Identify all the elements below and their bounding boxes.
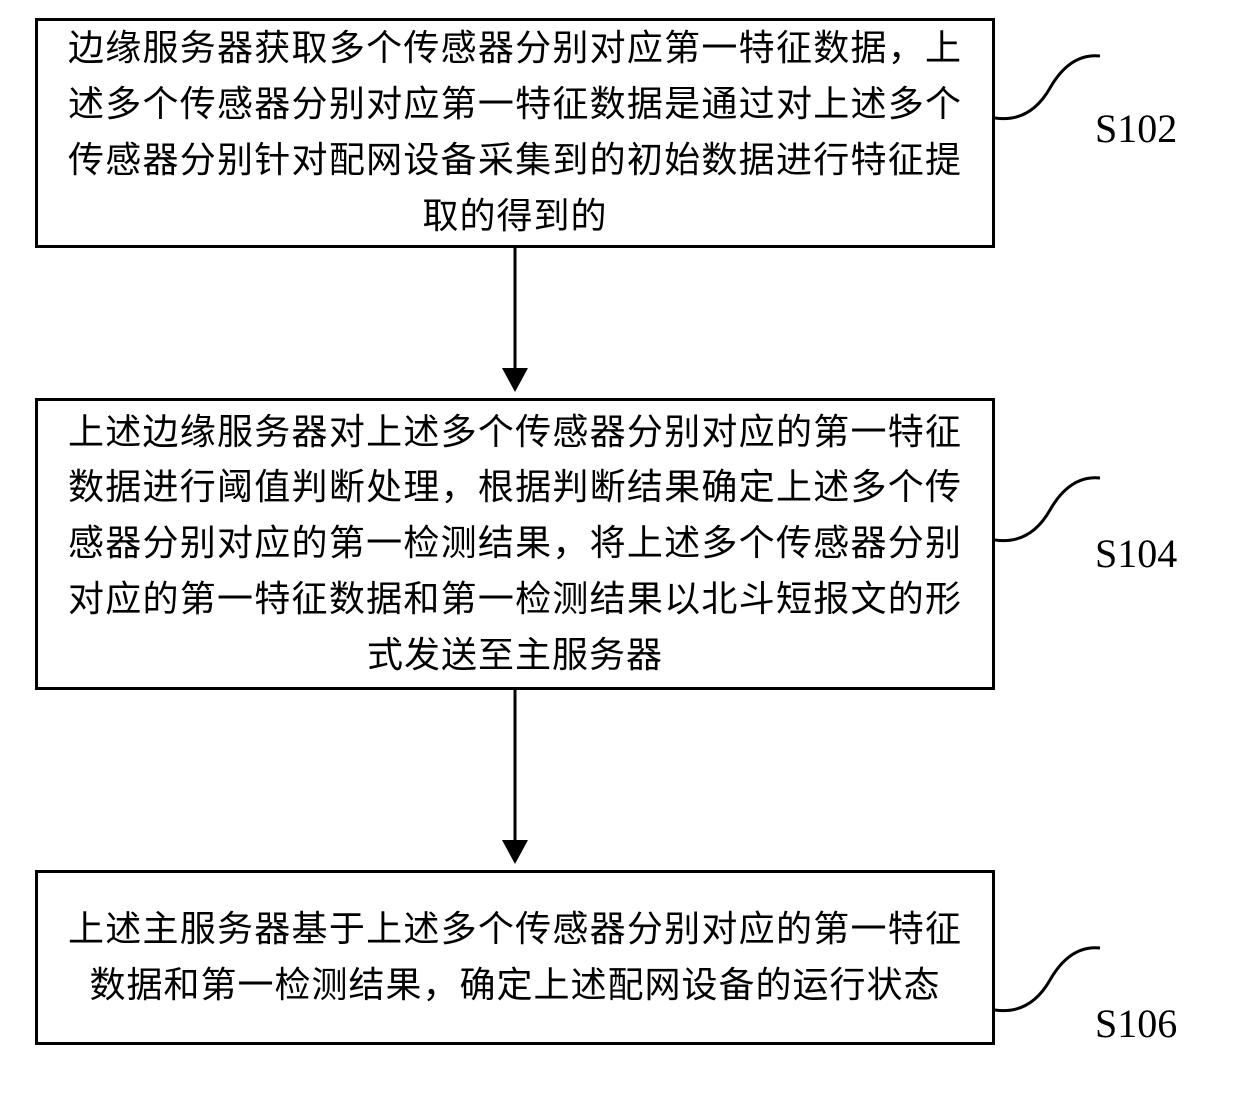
step-box-s102: 边缘服务器获取多个传感器分别对应第一特征数据，上述多个传感器分别对应第一特征数据…	[35, 18, 995, 248]
step-label-s102: S102	[1095, 105, 1177, 152]
step-box-s104: 上述边缘服务器对上述多个传感器分别对应的第一特征数据进行阈值判断处理，根据判断结…	[35, 398, 995, 690]
connector-s106	[995, 940, 1105, 1015]
connector-s104	[995, 470, 1105, 545]
step-box-s106: 上述主服务器基于上述多个传感器分别对应的第一特征数据和第一检测结果，确定上述配网…	[35, 870, 995, 1045]
arrow-head-2	[502, 840, 528, 864]
arrow-line-1	[514, 248, 517, 368]
step-text-s102: 边缘服务器获取多个传感器分别对应第一特征数据，上述多个传感器分别对应第一特征数据…	[68, 21, 962, 244]
flowchart-container: 边缘服务器获取多个传感器分别对应第一特征数据，上述多个传感器分别对应第一特征数据…	[0, 0, 1233, 1110]
arrow-head-1	[502, 368, 528, 392]
step-text-s104: 上述边缘服务器对上述多个传感器分别对应的第一特征数据进行阈值判断处理，根据判断结…	[68, 405, 962, 684]
step-label-s104: S104	[1095, 530, 1177, 577]
connector-s102	[995, 48, 1105, 123]
arrow-line-2	[514, 690, 517, 840]
step-label-s106: S106	[1095, 1000, 1177, 1047]
step-text-s106: 上述主服务器基于上述多个传感器分别对应的第一特征数据和第一检测结果，确定上述配网…	[68, 902, 962, 1014]
